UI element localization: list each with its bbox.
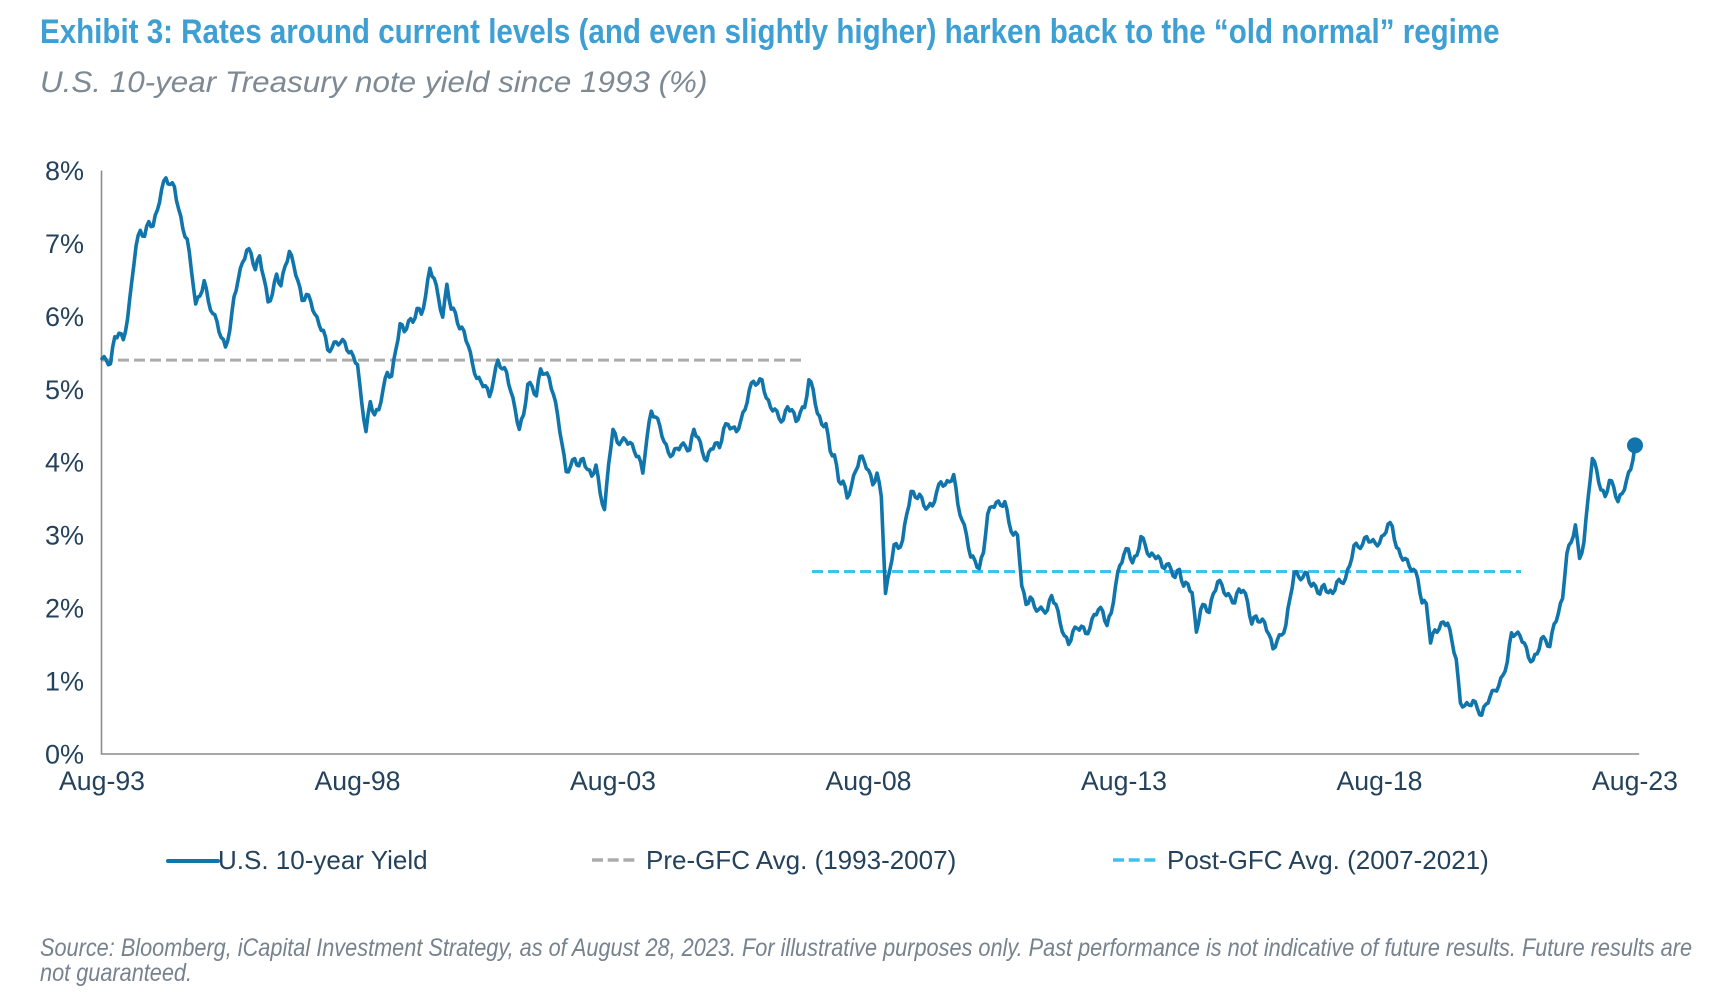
svg-text:Aug-03: Aug-03 [570, 766, 656, 796]
svg-text:4%: 4% [45, 448, 84, 478]
svg-text:2%: 2% [45, 594, 84, 624]
svg-text:Pre-GFC Avg. (1993-2007): Pre-GFC Avg. (1993-2007) [646, 845, 956, 875]
svg-text:0%: 0% [45, 739, 84, 769]
svg-text:U.S. 10-year Yield: U.S. 10-year Yield [218, 845, 428, 875]
svg-text:1%: 1% [45, 666, 84, 696]
svg-text:6%: 6% [45, 302, 84, 332]
svg-text:Aug-23: Aug-23 [1592, 766, 1678, 796]
svg-text:3%: 3% [45, 521, 84, 551]
svg-text:Aug-93: Aug-93 [59, 766, 145, 796]
svg-text:Post-GFC Avg. (2007-2021): Post-GFC Avg. (2007-2021) [1167, 845, 1489, 875]
svg-text:Aug-18: Aug-18 [1337, 766, 1423, 796]
svg-text:8%: 8% [45, 156, 84, 186]
svg-text:Aug-13: Aug-13 [1081, 766, 1167, 796]
svg-text:7%: 7% [45, 229, 84, 259]
svg-text:5%: 5% [45, 375, 84, 405]
svg-text:Aug-98: Aug-98 [315, 766, 401, 796]
svg-text:Aug-08: Aug-08 [826, 766, 912, 796]
